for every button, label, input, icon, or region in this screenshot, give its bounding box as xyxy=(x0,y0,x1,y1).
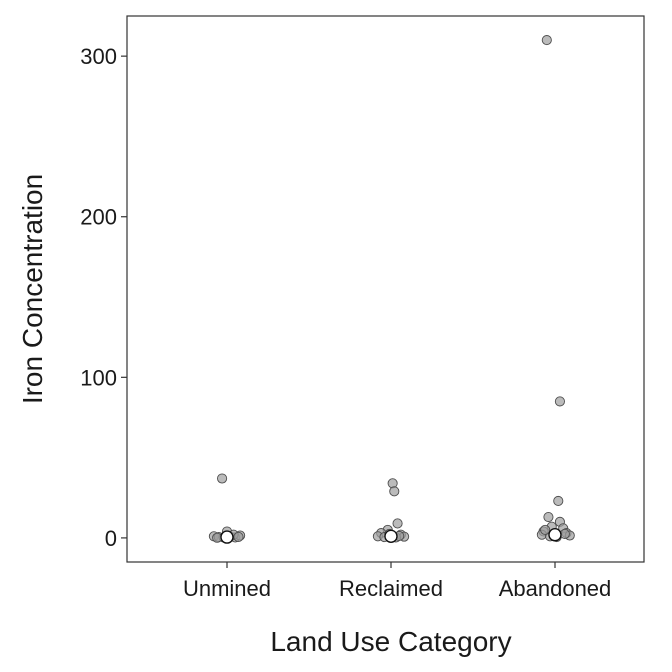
mean-marker xyxy=(220,530,234,544)
data-point xyxy=(553,495,564,507)
mean-marker xyxy=(384,529,398,544)
x-axis: Unmined Reclaimed Abandoned xyxy=(183,562,611,601)
x-tick-label: Unmined xyxy=(183,576,271,601)
y-tick-label: 200 xyxy=(80,205,117,230)
data-point xyxy=(387,478,398,489)
x-tick-label: Abandoned xyxy=(499,576,612,601)
data-point xyxy=(543,511,554,523)
data-point xyxy=(389,486,400,497)
plot-panel xyxy=(126,15,645,563)
x-tick-label: Reclaimed xyxy=(339,576,443,601)
data-point xyxy=(233,531,244,542)
mean-marker xyxy=(548,528,562,542)
data-point xyxy=(217,473,228,484)
y-axis: 0 100 200 300 xyxy=(80,44,127,551)
data-point xyxy=(540,524,551,535)
y-tick-label: 300 xyxy=(80,44,117,69)
mean-markers xyxy=(220,528,562,544)
y-tick-label: 100 xyxy=(80,365,117,390)
data-point xyxy=(554,396,565,407)
x-axis-title: Land Use Category xyxy=(270,626,511,657)
data-point xyxy=(392,518,403,529)
y-axis-title: Iron Concentration xyxy=(17,174,48,404)
data-point xyxy=(541,35,552,46)
y-tick-label: 0 xyxy=(105,526,117,551)
